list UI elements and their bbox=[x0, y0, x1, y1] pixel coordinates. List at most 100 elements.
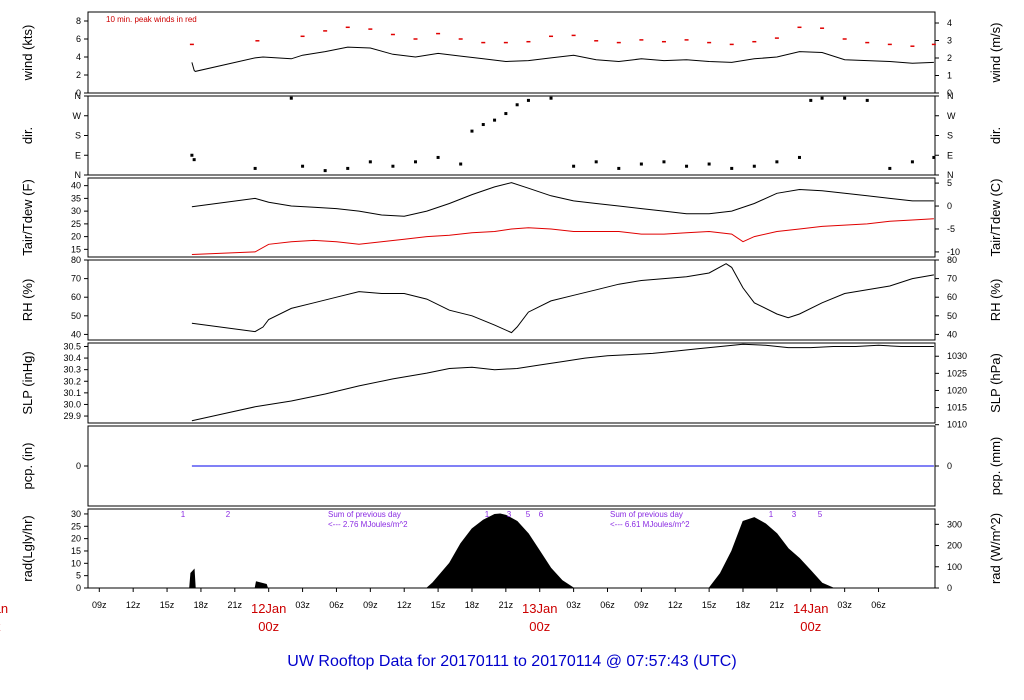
x-tick-label: 15z bbox=[702, 600, 717, 610]
panel-slp: 29.9 30.030.1 30.230.3 30.4 30.5 1010 1015 1020… bbox=[20, 341, 1003, 429]
day-label-hour: 00z bbox=[258, 619, 279, 634]
day-label-date: 14Jan bbox=[793, 601, 828, 616]
day-label-date: 13Jan bbox=[522, 601, 557, 616]
wind-direction-point bbox=[820, 96, 824, 100]
uv-mark: 3 bbox=[792, 510, 797, 519]
x-tick-label: 09z bbox=[92, 600, 107, 610]
y-tick-label-left: 10 bbox=[71, 558, 81, 568]
y-tick-label-right: 40 bbox=[947, 329, 957, 339]
wind-direction-point bbox=[865, 98, 869, 102]
wind-direction-point bbox=[639, 162, 643, 166]
y-tick-label-right: -5 bbox=[947, 224, 955, 234]
x-tick-label: 15z bbox=[431, 600, 446, 610]
radiation-area bbox=[189, 513, 934, 589]
uv-mark: 1 bbox=[181, 510, 186, 519]
uv-mark: 6 bbox=[539, 510, 544, 519]
y-tick-label-left: 15 bbox=[71, 546, 81, 556]
y-tick-label-left: 20 bbox=[71, 232, 81, 242]
sum-day2-title: Sum of previous day bbox=[610, 510, 683, 519]
y-tick-label-left: 25 bbox=[71, 219, 81, 229]
wind-direction-point bbox=[730, 166, 734, 170]
uv-mark: 5 bbox=[818, 510, 823, 519]
y-tick-label-left: 30.4 bbox=[63, 353, 81, 363]
panel-frame bbox=[87, 95, 936, 176]
x-tick-label: 21z bbox=[499, 600, 514, 610]
y-axis-label-left: SLP (inHg) bbox=[20, 351, 35, 414]
y-tick-label-left: 40 bbox=[71, 329, 81, 339]
y-axis-label-right: dir. bbox=[988, 127, 1003, 144]
sum-day2-value: <--- 6.61 MJoules/m^2 bbox=[610, 520, 690, 529]
x-tick-label: 15z bbox=[160, 600, 175, 610]
y-axis-label-left: dir. bbox=[20, 127, 35, 144]
x-tick-label: 21z bbox=[228, 600, 243, 610]
y-tick-label-right: 1015 bbox=[947, 403, 967, 413]
wind-direction-point bbox=[775, 160, 779, 164]
y-tick-label-right: 1030 bbox=[947, 351, 967, 361]
wind-direction-point bbox=[436, 155, 440, 159]
day-label-hour: 00z bbox=[800, 619, 821, 634]
y-tick-label-right: E bbox=[947, 150, 953, 160]
x-tick-label: 06z bbox=[600, 600, 615, 610]
y-axis-label-right: wind (m/s) bbox=[988, 23, 1003, 84]
y-axis-label-left: wind (kts) bbox=[20, 25, 35, 82]
y-tick-label-left: 0 bbox=[76, 583, 81, 593]
wind-direction-point bbox=[910, 160, 914, 164]
x-tick-label: 06z bbox=[871, 600, 886, 610]
wind-direction-point bbox=[888, 166, 892, 170]
sum-day1-title: Sum of previous day bbox=[328, 510, 401, 519]
y-tick-label-right: S bbox=[947, 131, 953, 141]
wind-direction-point bbox=[459, 162, 463, 166]
y-axis-label-left: pcp. (in) bbox=[20, 443, 35, 490]
y-tick-label-right: 2 bbox=[947, 53, 952, 63]
series-line-slp bbox=[191, 343, 934, 422]
uv-mark: 1 bbox=[485, 510, 490, 519]
chart-title: UW Rooftop Data for 20170111 to 20170114… bbox=[287, 653, 736, 670]
series-line-rh bbox=[191, 263, 934, 334]
panel-temperature: 15 20 25 30 35 40 -10 -5 0 5 Tair/Tdew (F) Tair/Tde… bbox=[20, 177, 1003, 258]
panel-rh: 40 50 60 70 80 40 50 60 70 80 RH (%) RH (%) bbox=[20, 255, 1003, 341]
y-tick-label-right: 0 bbox=[947, 461, 952, 471]
y-tick-label-right: 4 bbox=[947, 18, 952, 28]
panel-precip: 0 0 pcp. (in) pcp. (mm) bbox=[20, 425, 1003, 507]
y-tick-label-right: W bbox=[947, 111, 956, 121]
wind-direction-point bbox=[346, 166, 350, 170]
y-tick-label-left: 8 bbox=[76, 16, 81, 26]
y-tick-label-left: N bbox=[75, 170, 82, 180]
y-axis-label-left: rad(Lgly/hr) bbox=[20, 515, 35, 581]
wind-direction-point bbox=[752, 164, 756, 168]
y-tick-label-left: 50 bbox=[71, 311, 81, 321]
panel-frame bbox=[87, 259, 936, 341]
y-tick-label-right: 200 bbox=[947, 541, 962, 551]
y-axis-label-left: RH (%) bbox=[20, 279, 35, 322]
y-tick-label-left: 80 bbox=[71, 255, 81, 265]
y-tick-label-left: 35 bbox=[71, 193, 81, 203]
y-tick-label-right: N bbox=[947, 170, 954, 180]
wind-direction-point bbox=[549, 96, 553, 100]
x-tick-label: 21z bbox=[770, 600, 785, 610]
wind-direction-point bbox=[504, 112, 508, 116]
wind-direction-point bbox=[414, 160, 418, 164]
y-tick-label-right: 100 bbox=[947, 562, 962, 572]
wind-direction-point bbox=[932, 155, 936, 159]
y-tick-label-left: 70 bbox=[71, 274, 81, 284]
wind-direction-point bbox=[301, 164, 305, 168]
y-axis-label-right: SLP (hPa) bbox=[988, 353, 1003, 413]
wind-direction-point bbox=[368, 160, 372, 164]
day-label-hour: z bbox=[0, 619, 1, 634]
y-tick-label-left: 4 bbox=[76, 52, 81, 62]
y-tick-label-right: 1020 bbox=[947, 385, 967, 395]
y-tick-label-left: 29.9 bbox=[63, 411, 81, 421]
x-tick-label: 12z bbox=[668, 600, 683, 610]
y-tick-label-left: 20 bbox=[71, 534, 81, 544]
y-tick-label-right: 50 bbox=[947, 311, 957, 321]
day-label-hour: 00z bbox=[529, 619, 550, 634]
wind-direction-point bbox=[809, 98, 813, 102]
y-tick-label-left: 0 bbox=[76, 88, 81, 98]
y-tick-label-right: -10 bbox=[947, 247, 960, 257]
time-axis: 09z 12z 15z 18z 21z 03z 06z 09z 12z 15z 18z 21z 03z 0… bbox=[0, 588, 886, 634]
y-tick-label-right: 0 bbox=[947, 88, 952, 98]
y-tick-label-left: 30.0 bbox=[63, 399, 81, 409]
y-tick-label-right: 5 bbox=[947, 178, 952, 188]
panel-frame bbox=[87, 342, 936, 424]
wind-direction-point bbox=[470, 129, 474, 133]
